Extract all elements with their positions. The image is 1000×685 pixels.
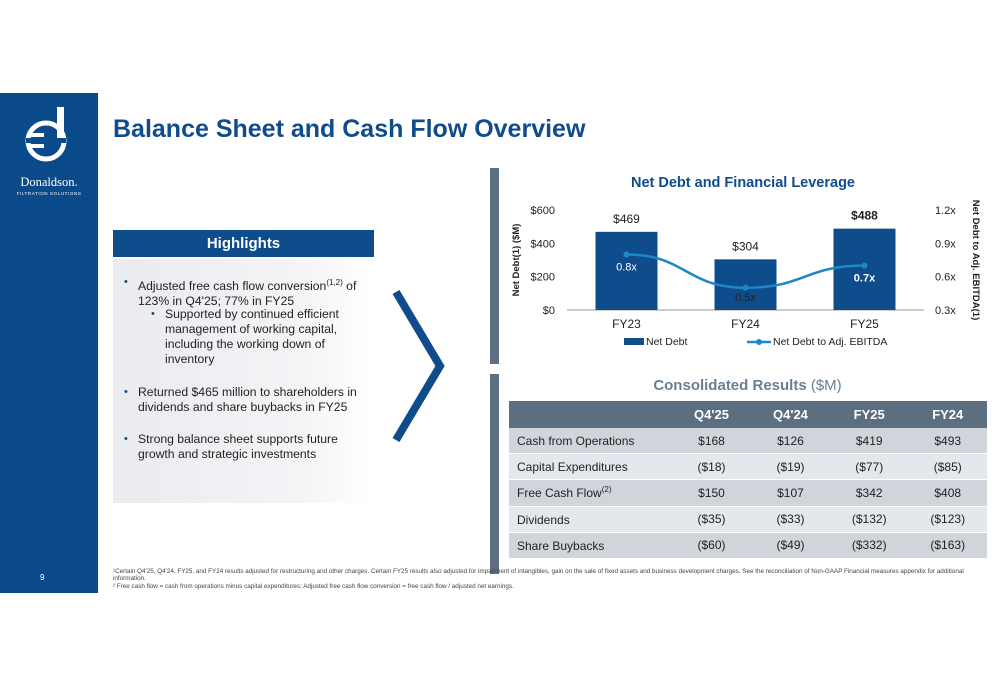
highlights-header: Highlights xyxy=(113,230,374,257)
chart-panel: Net Debt and Financial Leverage $0 $200 $40… xyxy=(490,168,987,364)
brand-tagline: FILTRATION SOLUTIONS xyxy=(16,191,82,196)
y2-axis-label: Net Debt to Adj. EBITDA(1) xyxy=(970,200,981,321)
bar-data-label: $304 xyxy=(732,239,759,253)
bullet-icon: • xyxy=(151,308,155,320)
y-axis-label: Net Debt(1) ($M) xyxy=(511,224,522,297)
leverage-point xyxy=(861,262,868,269)
row-label: Share Buybacks xyxy=(509,532,672,559)
legend-marker xyxy=(756,339,762,345)
row-label: Dividends xyxy=(509,506,672,533)
table-cell: $408 xyxy=(908,480,987,507)
row-label: Cash from Operations xyxy=(509,428,672,455)
footnotes: ¹Certain Q4'25, Q4'24, FY25, and FY24 re… xyxy=(113,568,993,590)
panel-stripe xyxy=(490,168,499,364)
table-cell: ($19) xyxy=(750,454,830,481)
chart-title: Net Debt and Financial Leverage xyxy=(631,175,855,191)
table-row: Free Cash Flow(2) $150 $107 $342 $408 xyxy=(509,480,987,507)
net-debt-chart: Net Debt and Financial Leverage $0 $200 $40… xyxy=(511,175,981,348)
table-row: Dividends ($35) ($33) ($132) ($123) xyxy=(509,506,987,533)
table-cell: ($163) xyxy=(908,532,987,559)
leverage-data-label: 0.5x xyxy=(735,292,756,304)
column-header: FY24 xyxy=(908,401,987,428)
table-cell: ($35) xyxy=(672,506,751,533)
table-row: Capital Expenditures ($18) ($19) ($77) (… xyxy=(509,454,987,481)
table-cell: ($18) xyxy=(672,454,751,481)
column-header: Q4'25 xyxy=(672,401,751,428)
x-tick-label: FY25 xyxy=(850,317,879,331)
y-tick-label: $200 xyxy=(531,272,555,284)
x-tick-label: FY23 xyxy=(612,317,641,331)
column-header: Q4'24 xyxy=(750,401,830,428)
bar-data-label: $469 xyxy=(613,212,640,226)
table-cell: ($332) xyxy=(829,532,909,559)
bullet-icon: • xyxy=(124,433,128,445)
table-cell: $493 xyxy=(908,428,987,455)
bullet-icon: • xyxy=(124,386,128,398)
legend-swatch-net-debt xyxy=(624,338,644,345)
donaldson-logo-icon xyxy=(25,107,67,162)
bar xyxy=(714,259,777,310)
row-label: Capital Expenditures xyxy=(509,454,672,481)
highlight-item: • Returned $465 million to shareholders … xyxy=(124,385,357,414)
y2-tick-label: 0.6x xyxy=(935,272,956,284)
highlight-subitem: • Supported by continued efficient manag… xyxy=(151,307,339,366)
x-tick-label: FY24 xyxy=(731,317,760,331)
legend-label: Net Debt to Adj. EBITDA xyxy=(773,336,887,348)
y2-tick-label: 0.3x xyxy=(935,305,956,317)
table-cell: $419 xyxy=(829,428,909,455)
column-header: FY25 xyxy=(829,401,909,428)
page-title: Balance Sheet and Cash Flow Overview xyxy=(113,115,586,143)
bullet-icon: • xyxy=(124,276,128,288)
chart-area: Net Debt and Financial Leverage $0 $200 $40… xyxy=(499,168,987,364)
table-cell: ($77) xyxy=(829,454,909,481)
leverage-data-label: 0.8x xyxy=(616,261,637,273)
brand-sidebar: Donaldson. FILTRATION SOLUTIONS 9 xyxy=(0,93,98,593)
table-cell: ($123) xyxy=(908,506,987,533)
bar-data-label: $488 xyxy=(851,209,878,223)
table-row: Share Buybacks ($60) ($49) ($332) ($163) xyxy=(509,532,987,559)
bar xyxy=(833,228,896,310)
table-cell: $342 xyxy=(829,480,909,507)
table-cell: $150 xyxy=(672,480,751,507)
leverage-point xyxy=(623,251,630,258)
table-cell: ($49) xyxy=(750,532,830,559)
table-header-row: Q4'25 Q4'24 FY25 FY24 xyxy=(509,401,987,428)
panel-stripe xyxy=(490,374,499,574)
table-cell: ($132) xyxy=(829,506,909,533)
table-title: Consolidated Results ($M) xyxy=(653,377,842,394)
highlights-box: • Adjusted free cash flow conversion(1,2… xyxy=(113,259,374,503)
legend-label: Net Debt xyxy=(646,336,688,348)
row-label: Free Cash Flow(2) xyxy=(509,480,672,507)
table-cell: ($33) xyxy=(750,506,830,533)
bar xyxy=(595,231,658,310)
table-row: Cash from Operations $168 $126 $419 $493 xyxy=(509,428,987,455)
footnote: ² Free cash flow = cash from operations … xyxy=(113,582,514,590)
y2-tick-label: 0.9x xyxy=(935,238,956,250)
table-cell: $126 xyxy=(750,428,830,455)
page-number: 9 xyxy=(40,573,45,582)
brand-name: Donaldson. xyxy=(20,175,78,189)
table-cell: $168 xyxy=(672,428,751,455)
leverage-data-label: 0.7x xyxy=(854,273,876,285)
chevron-right-icon xyxy=(392,290,445,442)
footnote: ¹Certain Q4'25, Q4'24, FY25, and FY24 re… xyxy=(113,568,964,583)
table-cell: ($85) xyxy=(908,454,987,481)
table-cell: $107 xyxy=(750,480,830,507)
donaldson-logo: Donaldson. FILTRATION SOLUTIONS xyxy=(0,105,98,205)
y-tick-label: $400 xyxy=(531,238,555,250)
consolidated-results-table: Q4'25 Q4'24 FY25 FY24 Cash from Operatio… xyxy=(509,401,987,559)
y-tick-label: $600 xyxy=(531,205,555,217)
highlight-item: • Strong balance sheet supports future g… xyxy=(124,432,338,461)
table-cell: ($60) xyxy=(672,532,751,559)
leverage-point xyxy=(742,284,749,291)
slide: Donaldson. FILTRATION SOLUTIONS 9 Balanc… xyxy=(0,93,1000,593)
column-header xyxy=(509,401,672,428)
y-tick-label: $0 xyxy=(543,305,555,317)
y2-tick-label: 1.2x xyxy=(935,205,956,217)
highlight-item: • Adjusted free cash flow conversion(1,2… xyxy=(124,276,357,309)
